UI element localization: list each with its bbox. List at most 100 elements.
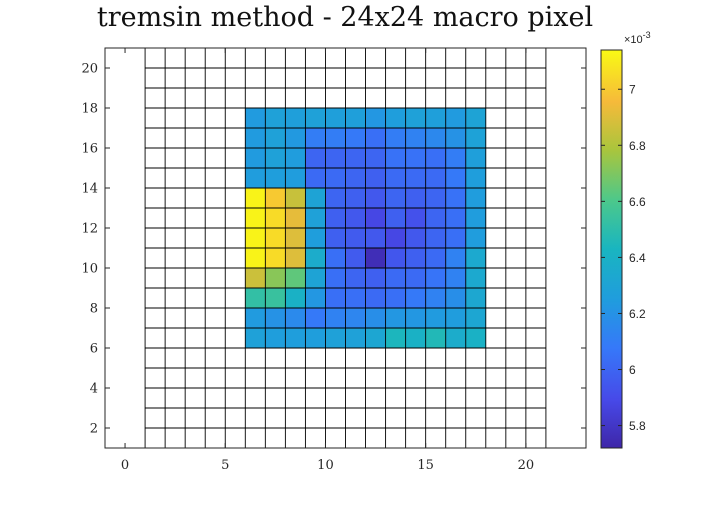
heatmap-cell <box>265 268 286 288</box>
heatmap-cell <box>325 208 346 228</box>
heatmap-cell <box>245 248 266 268</box>
heatmap-cell <box>365 308 386 328</box>
heatmap-cell <box>465 228 486 248</box>
heatmap-cell <box>305 288 326 308</box>
heatmap-cell <box>365 268 386 288</box>
heatmap-cell <box>265 148 286 168</box>
heatmap-cell <box>285 308 306 328</box>
heatmap-cell <box>245 188 266 208</box>
y-tick-label: 4 <box>90 382 98 397</box>
colorbar-tick-label: 6.6 <box>629 195 646 209</box>
heatmap-cell <box>325 148 346 168</box>
heatmap-cell <box>245 208 266 228</box>
heatmap-cell <box>385 308 406 328</box>
heatmap-cell <box>285 108 306 128</box>
heatmap-cell <box>285 168 306 188</box>
heatmap-cell <box>265 168 286 188</box>
heatmap-cell <box>305 108 326 128</box>
heatmap-cell <box>465 108 486 128</box>
heatmap-cell <box>305 228 326 248</box>
heatmap-cell <box>345 288 366 308</box>
x-tick-label: 20 <box>518 458 535 473</box>
colorbar-tick-label: 6 <box>629 363 636 377</box>
colorbar-tick-label: 7 <box>629 83 636 97</box>
colorbar-gradient <box>600 49 623 449</box>
heatmap-cell <box>445 248 466 268</box>
heatmap-cell <box>305 128 326 148</box>
heatmap-cell <box>245 288 266 308</box>
heatmap-cell <box>285 228 306 248</box>
heatmap-cell <box>425 148 446 168</box>
heatmap-cell <box>265 248 286 268</box>
heatmap-cell <box>305 328 326 348</box>
heatmap-cell <box>345 148 366 168</box>
grid-lines <box>144 47 547 449</box>
heatmap-cell <box>265 208 286 228</box>
heatmap-cell <box>325 248 346 268</box>
heatmap-cell <box>405 108 426 128</box>
heatmap-cell <box>265 128 286 148</box>
heatmap-cell <box>325 128 346 148</box>
heatmap-cell <box>445 108 466 128</box>
heatmap-cell <box>365 168 386 188</box>
heatmap-cell <box>305 248 326 268</box>
heatmap-cell <box>305 308 326 328</box>
heatmap-cell <box>465 248 486 268</box>
heatmap-cell <box>245 308 266 328</box>
heatmap-cell <box>405 248 426 268</box>
heatmap-cell <box>405 308 426 328</box>
heatmap-cell <box>265 228 286 248</box>
heatmap-cell <box>285 288 306 308</box>
y-tick-label: 18 <box>81 102 98 117</box>
heatmap-cell <box>425 168 446 188</box>
heatmap-cell <box>365 188 386 208</box>
heatmap-cell <box>445 268 466 288</box>
heatmap-cell <box>465 148 486 168</box>
heatmap-cell <box>325 108 346 128</box>
heatmap-cell <box>245 268 266 288</box>
heatmap-cell <box>265 328 286 348</box>
colorbar-tick-label: 6.2 <box>629 307 646 321</box>
x-tick-label: 15 <box>417 458 434 473</box>
y-axis: 2 4 6 8 10 12 14 16 18 20 <box>81 62 586 437</box>
heatmap-cell <box>365 128 386 148</box>
heatmap-cell <box>465 268 486 288</box>
heatmap-cell <box>245 108 266 128</box>
heatmap-cell <box>465 128 486 148</box>
heatmap-cell <box>445 228 466 248</box>
heatmap-cell <box>425 268 446 288</box>
y-tick-label: 6 <box>90 342 98 357</box>
heatmap-cells <box>245 108 486 348</box>
colorbar: 5.8 6 6.2 6.4 6.6 6.8 7 ×10-3 <box>600 30 651 449</box>
heatmap-cell <box>285 328 306 348</box>
heatmap-cell <box>265 188 286 208</box>
heatmap-cell <box>345 108 366 128</box>
heatmap-cell <box>285 188 306 208</box>
heatmap-cell <box>365 148 386 168</box>
heatmap-cell <box>325 168 346 188</box>
heatmap-cell <box>325 228 346 248</box>
heatmap-cell <box>385 108 406 128</box>
y-tick-label: 8 <box>90 302 98 317</box>
heatmap-cell <box>425 248 446 268</box>
heatmap-cell <box>345 268 366 288</box>
chart-title: tremsin method - 24x24 macro pixel <box>96 2 594 33</box>
y-tick-label: 20 <box>81 62 98 77</box>
heatmap-cell <box>465 208 486 228</box>
colorbar-tick-label: 5.8 <box>629 419 646 433</box>
heatmap-cell <box>245 328 266 348</box>
heatmap-cell <box>345 128 366 148</box>
heatmap-cell <box>305 208 326 228</box>
heatmap-cell <box>445 148 466 168</box>
heatmap-cell <box>365 108 386 128</box>
x-tick-label: 0 <box>121 458 129 473</box>
heatmap-cell <box>425 288 446 308</box>
heatmap-cell <box>305 148 326 168</box>
heatmap-cell <box>305 188 326 208</box>
heatmap-cell <box>325 328 346 348</box>
heatmap-cell <box>405 268 426 288</box>
x-axis: 0 5 10 15 20 <box>121 48 534 473</box>
heatmap-cell <box>405 228 426 248</box>
heatmap-cell <box>385 148 406 168</box>
heatmap-cell <box>445 288 466 308</box>
